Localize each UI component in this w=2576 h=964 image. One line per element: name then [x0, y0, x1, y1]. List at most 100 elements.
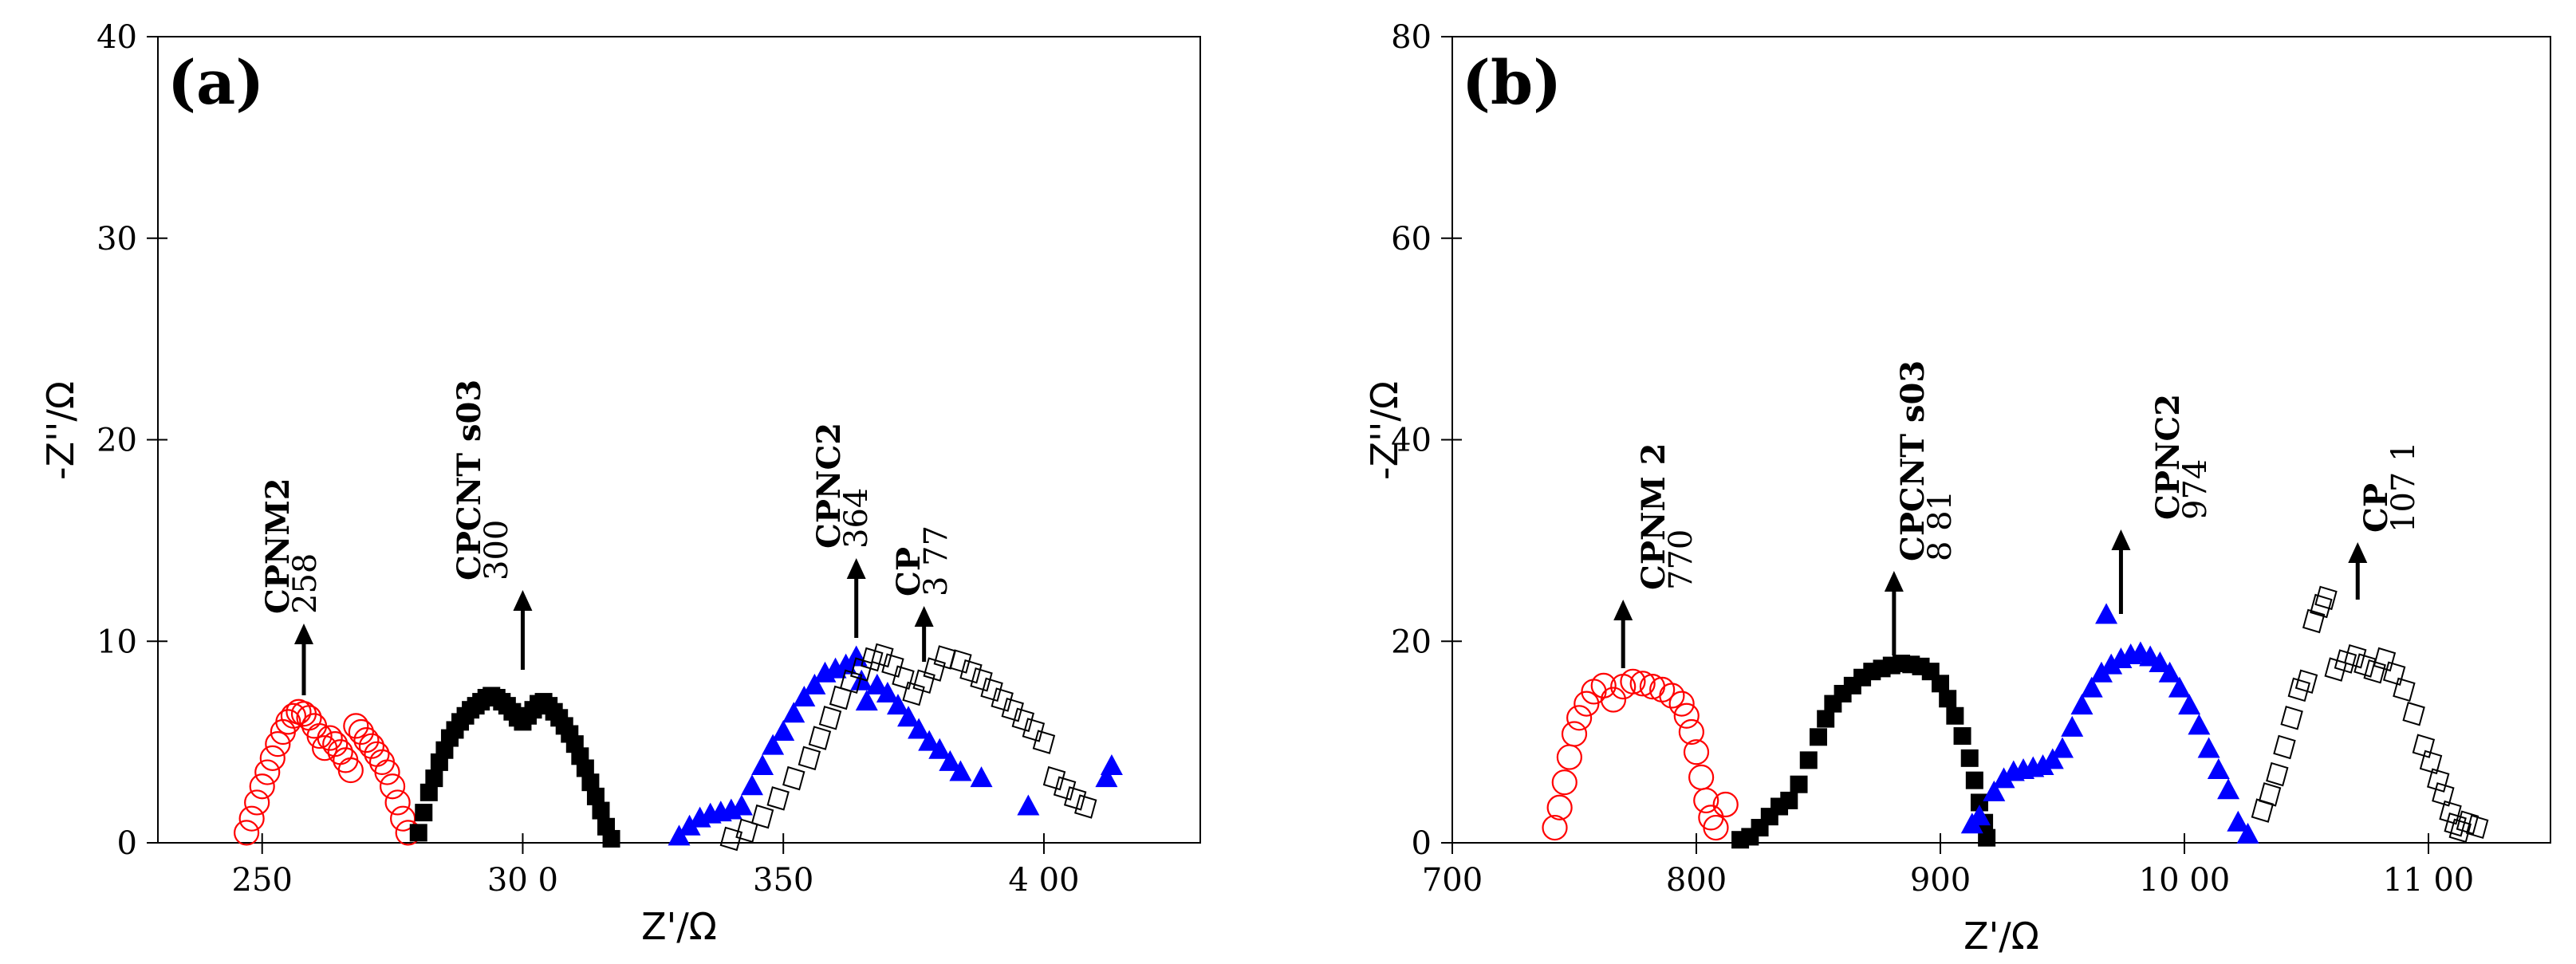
plot-frame: [157, 36, 1201, 844]
data-point: [1790, 775, 1808, 793]
annotation-name: CPNC2: [810, 423, 848, 549]
data-point: [881, 653, 904, 678]
x-axis-title: Z'/Ω: [641, 905, 717, 948]
data-point: [2302, 608, 2326, 634]
y-tick-label: 60: [1391, 221, 1432, 258]
y-tick-label: 80: [1391, 19, 1432, 56]
data-point: [1932, 675, 1949, 693]
data-point: [2051, 737, 2074, 758]
data-point: [1799, 751, 1818, 769]
data-point: [850, 657, 873, 682]
x-tick-label: 30 0: [487, 862, 558, 899]
data-point: [834, 653, 857, 675]
panel-label: (b): [1462, 47, 1562, 118]
data-point: [839, 669, 863, 694]
data-point: [912, 669, 935, 694]
panel-label: (a): [167, 47, 264, 118]
annotation-arrow-head: [846, 558, 866, 579]
data-point: [855, 690, 878, 711]
data-point: [762, 734, 785, 755]
data-point: [2324, 657, 2347, 682]
data-point: [751, 753, 774, 775]
data-point: [1546, 794, 1573, 820]
data-point: [2149, 651, 2172, 673]
data-point: [1032, 730, 1056, 754]
data-point: [886, 694, 909, 715]
data-point: [1683, 739, 1710, 765]
panel-b: 0 20 40 60 80 700 800 900 10 00 11 00 Z'/Ω -Z''/Ω (b…: [1363, 19, 2551, 958]
y-tick-label: 40: [1391, 423, 1432, 459]
data-point: [845, 645, 868, 667]
data-point: [581, 773, 600, 792]
data-point: [959, 659, 983, 684]
data-point: [1074, 794, 1097, 819]
y-tick-label: 30: [97, 221, 137, 258]
data-point: [1983, 780, 2006, 801]
data-point: [425, 769, 443, 788]
annotation-arrow-head: [914, 606, 934, 627]
annotation-arrow-head: [1884, 571, 1904, 592]
y-tick-label: 10: [97, 624, 137, 660]
x-axis-title: Z'/Ω: [1964, 915, 2039, 958]
data-point: [1703, 814, 1729, 841]
data-point: [2227, 810, 2250, 832]
data-point: [374, 759, 400, 785]
x-tick-label: 700: [1422, 862, 1483, 899]
annotation-name: CPNM 2: [1635, 443, 1672, 590]
annotation-arrow-head: [2111, 529, 2131, 550]
data-point: [2258, 782, 2282, 807]
data-point: [918, 730, 941, 751]
data-point: [306, 722, 333, 750]
panel-a: 0 10 20 30 40 250 30 0 350 4 00 Z'/Ω -Z''/Ω (a) CPNM…: [39, 19, 1201, 948]
data-point: [2061, 715, 2084, 737]
data-point: [419, 783, 438, 801]
data-point: [1566, 705, 1593, 731]
data-point: [876, 681, 899, 702]
y-tick-label: 20: [97, 423, 137, 459]
data-point: [2334, 649, 2357, 674]
data-point: [798, 746, 821, 771]
data-point: [238, 805, 265, 832]
x-tick-label: 11 00: [2383, 862, 2475, 899]
data-point: [766, 786, 790, 811]
data-point: [2197, 737, 2220, 758]
data-point: [678, 814, 701, 836]
data-point: [1095, 766, 1118, 788]
data-point: [2444, 812, 2467, 837]
data-point: [2432, 782, 2455, 807]
data-point: [2343, 643, 2367, 669]
annotation-name: CP: [890, 547, 928, 596]
data-point: [2217, 778, 2240, 800]
series-cpcnts03: [1731, 655, 1996, 849]
data-point: [871, 643, 894, 668]
data-point: [249, 773, 275, 800]
data-point: [808, 726, 832, 750]
data-point: [1965, 771, 1983, 789]
data-point: [1960, 749, 1979, 767]
data-point: [233, 820, 260, 846]
data-point: [1574, 691, 1600, 717]
data-point: [2456, 810, 2479, 835]
data-point: [1542, 814, 1568, 841]
data-point: [991, 687, 1014, 712]
data-point: [850, 669, 873, 691]
data-point: [980, 677, 1003, 702]
data-point: [2168, 676, 2191, 698]
data-point: [923, 657, 946, 682]
data-point: [719, 826, 743, 852]
data-point: [2393, 677, 2416, 702]
data-point: [2310, 593, 2333, 619]
data-point: [2287, 677, 2311, 702]
data-point: [1673, 702, 1700, 729]
data-point: [1967, 805, 1991, 826]
y-tick-label: 20: [1391, 624, 1432, 660]
annotation-cp: CP3 77: [890, 525, 955, 662]
data-point: [1629, 671, 1656, 697]
x-tick-label: 250: [232, 862, 293, 899]
data-point: [1780, 791, 1798, 809]
series-cpnm2: [1542, 668, 1739, 841]
data-point: [782, 702, 805, 723]
data-point: [970, 766, 993, 788]
